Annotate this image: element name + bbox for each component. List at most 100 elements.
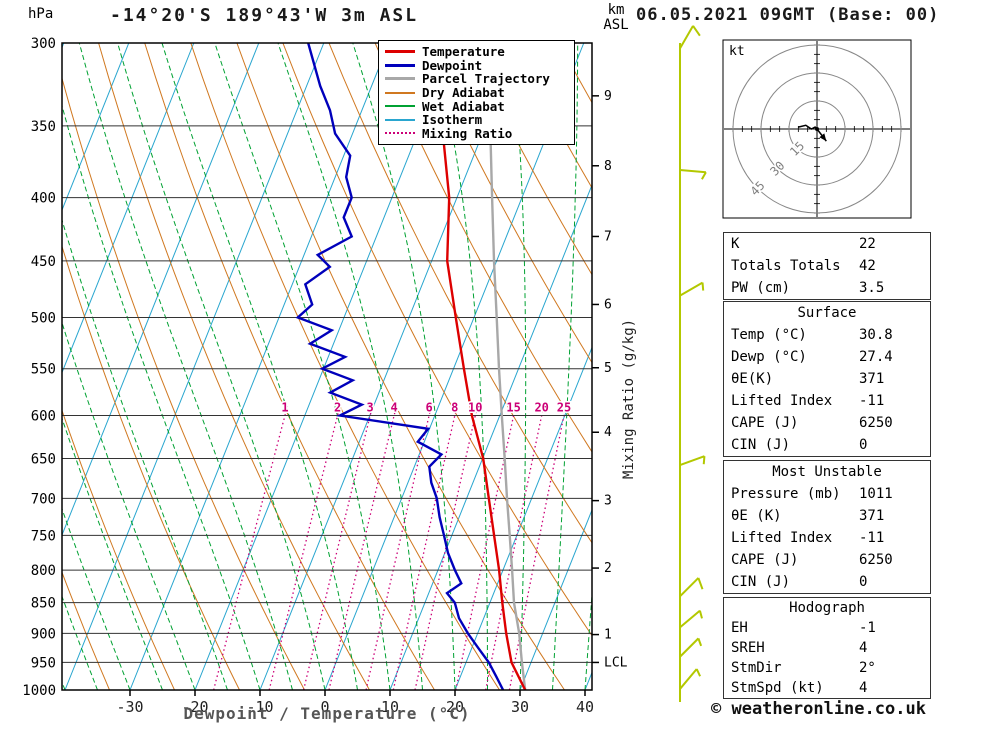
row-value: 6250	[859, 552, 893, 568]
table-row: CAPE (J) 6250	[724, 412, 930, 434]
table-row: StmSpd (kt) 4	[724, 678, 930, 698]
temperature-ticks: -30 -20 -10 0 10 20 30 40	[116, 690, 594, 716]
legend-line-sample	[385, 77, 415, 81]
svg-text:4: 4	[604, 425, 612, 440]
mixing-ratio-lines	[213, 406, 567, 690]
row-value: 3.5	[859, 280, 885, 296]
svg-text:600: 600	[31, 408, 56, 424]
legend-item: Dry Adiabat	[385, 86, 574, 100]
legend-item-label: Dewpoint	[422, 57, 483, 73]
legend-item: Temperature	[385, 45, 574, 59]
svg-text:1: 1	[281, 400, 288, 414]
svg-text:1: 1	[604, 628, 612, 643]
legend-item: Wet Adiabat	[385, 99, 574, 113]
row-label: StmSpd (kt)	[731, 680, 824, 696]
svg-text:900: 900	[31, 626, 56, 642]
row-label: Dewp (°C)	[731, 349, 807, 365]
hodograph-ring	[760, 72, 874, 186]
row-label: Lifted Index	[731, 393, 833, 409]
svg-text:450: 450	[31, 254, 56, 270]
hodograph-ring	[732, 44, 902, 214]
svg-text:550: 550	[31, 362, 56, 378]
hodograph-ring	[788, 100, 846, 158]
legend-item: Isotherm	[385, 113, 574, 127]
table-row: θE (K) 371	[724, 505, 930, 527]
altitude-unit-km: km	[607, 2, 625, 18]
svg-text:750: 750	[31, 528, 56, 544]
row-label: CIN (J)	[731, 437, 791, 453]
table-row: EH -1	[724, 618, 930, 638]
row-label: CAPE (J)	[731, 415, 799, 431]
svg-text:6: 6	[604, 297, 612, 312]
legend-item-label: Mixing Ratio	[422, 125, 513, 141]
svg-text:25: 25	[557, 400, 571, 414]
legend-item: Dewpoint	[385, 59, 574, 73]
row-label: θE (K)	[731, 508, 782, 524]
hodograph-table: Hodograph EH -1 SREH 4 StmDir 2° StmSpd …	[723, 597, 931, 699]
svg-text:5: 5	[604, 361, 612, 376]
row-value: 2°	[859, 660, 876, 676]
table-section-header: Most Unstable	[772, 464, 882, 480]
table-row: SREH 4	[724, 638, 930, 658]
hodograph-unit-label: kt	[729, 44, 745, 59]
row-label: Lifted Index	[731, 530, 833, 546]
series-dewpoint	[295, 43, 505, 690]
legend-item-label: Parcel Trajectory	[422, 71, 550, 87]
svg-text:0: 0	[320, 698, 329, 716]
row-value: 42	[859, 258, 876, 274]
table-row: θE(K) 371	[724, 368, 930, 390]
row-value: 4	[859, 680, 868, 696]
svg-text:850: 850	[31, 596, 56, 612]
svg-text:-10: -10	[246, 698, 273, 716]
row-label: CIN (J)	[731, 574, 791, 590]
svg-text:950: 950	[31, 655, 56, 671]
svg-text:40: 40	[576, 698, 594, 716]
svg-text:8: 8	[451, 400, 458, 414]
row-value: 0	[859, 574, 868, 590]
altitude-unit-asl: ASL	[603, 17, 629, 33]
pressure-tick-labels: 300 350 400 450 500 550 600 650 700 750 800 850 900 9…	[22, 36, 56, 699]
mixing-ratio-labels: 1 2 3 4 6 8 10 15 20 25	[280, 399, 573, 416]
table-row: Totals Totals 42	[724, 255, 930, 277]
table-row: CIN (J) 0	[724, 434, 930, 456]
row-label: Totals Totals	[731, 258, 841, 274]
row-label: Temp (°C)	[731, 327, 807, 343]
datetime-label: 06.05.2021 09GMT (Base: 00)	[636, 5, 940, 25]
legend-line-sample	[385, 50, 415, 54]
row-label: Pressure (mb)	[731, 486, 841, 502]
credit: © weatheronline.co.uk	[711, 699, 926, 719]
legend-item: Parcel Trajectory	[385, 72, 574, 86]
mixing-ratio-axis-label: Mixing Ratio (g/kg)	[621, 318, 637, 480]
series-parcel-trajectory	[485, 43, 527, 690]
station-title: -14°20'S 189°43'W 3m ASL	[110, 5, 419, 26]
row-label: θE(K)	[731, 371, 774, 387]
svg-text:4: 4	[390, 400, 397, 414]
row-label: PW (cm)	[731, 280, 791, 296]
row-value: 30.8	[859, 327, 893, 343]
svg-text:LCL: LCL	[604, 655, 628, 670]
svg-text:650: 650	[31, 452, 56, 468]
row-label: StmDir	[731, 660, 782, 676]
table-row: K 22	[724, 233, 930, 255]
svg-text:6: 6	[425, 400, 432, 414]
row-value: 27.4	[859, 349, 893, 365]
row-value: 6250	[859, 415, 893, 431]
table-row: Pressure (mb) 1011	[724, 483, 930, 505]
svg-text:2: 2	[334, 400, 341, 414]
legend-line-sample	[385, 91, 415, 94]
table-row: Dewp (°C) 27.4	[724, 346, 930, 368]
svg-text:2: 2	[604, 561, 612, 576]
table-row: CIN (J) 0	[724, 571, 930, 593]
row-label: SREH	[731, 640, 765, 656]
row-label: EH	[731, 620, 748, 636]
svg-text:1000: 1000	[22, 683, 56, 699]
svg-text:30: 30	[511, 698, 529, 716]
surface-table: Surface Temp (°C) 30.8 Dewp (°C) 27.4 θE…	[723, 301, 931, 457]
pressure-gridlines	[62, 125, 592, 663]
svg-text:20: 20	[534, 400, 548, 414]
table-section-header: Surface	[797, 305, 857, 321]
wind-barb-column	[679, 25, 707, 702]
legend-line-sample	[385, 105, 415, 108]
row-value: 22	[859, 236, 876, 252]
